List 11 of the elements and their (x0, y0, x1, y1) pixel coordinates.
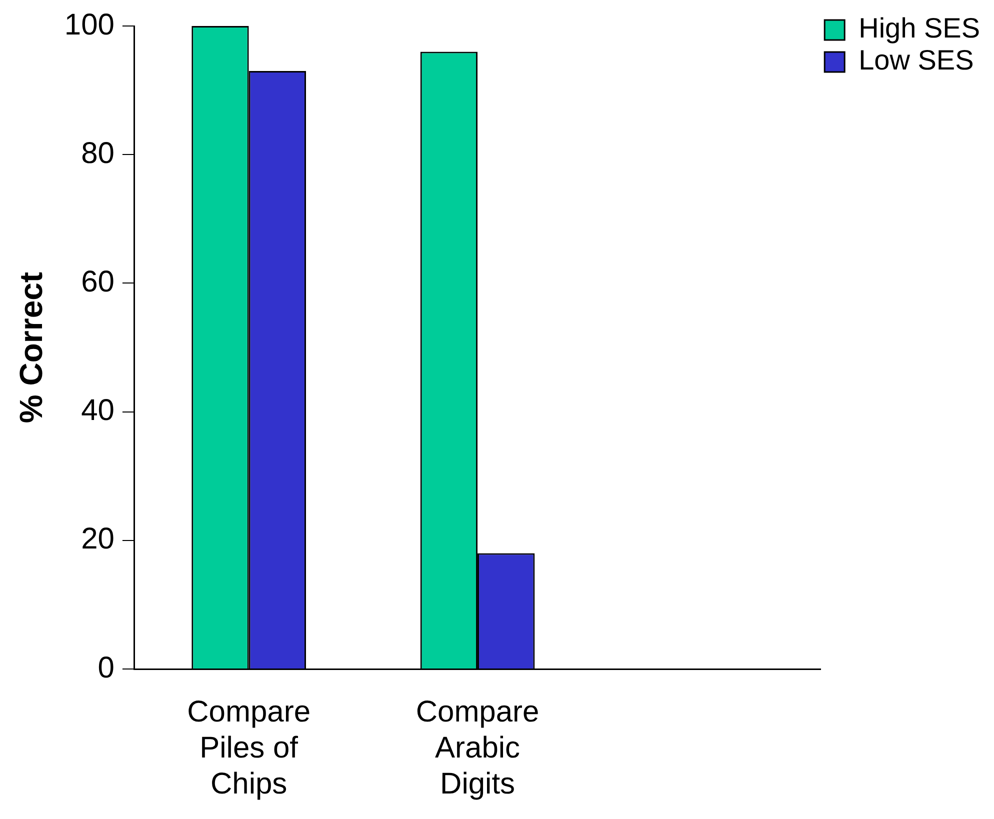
y-tick-label: 80 (81, 136, 114, 170)
x-tick-label: Compare Arabic Digits (416, 695, 540, 800)
y-tick-label: 100 (64, 8, 114, 42)
legend-label: High SES (858, 12, 980, 44)
legend-label: Low SES (858, 44, 974, 76)
x-tick-label: Compare Piles of Chips (187, 695, 311, 800)
y-tick-label: 60 (81, 265, 114, 298)
y-tick-label: 20 (81, 522, 114, 556)
y-tick-label: 40 (81, 394, 114, 428)
y-axis-title: % Correct (13, 272, 50, 424)
y-tick-label: 0 (98, 651, 114, 684)
